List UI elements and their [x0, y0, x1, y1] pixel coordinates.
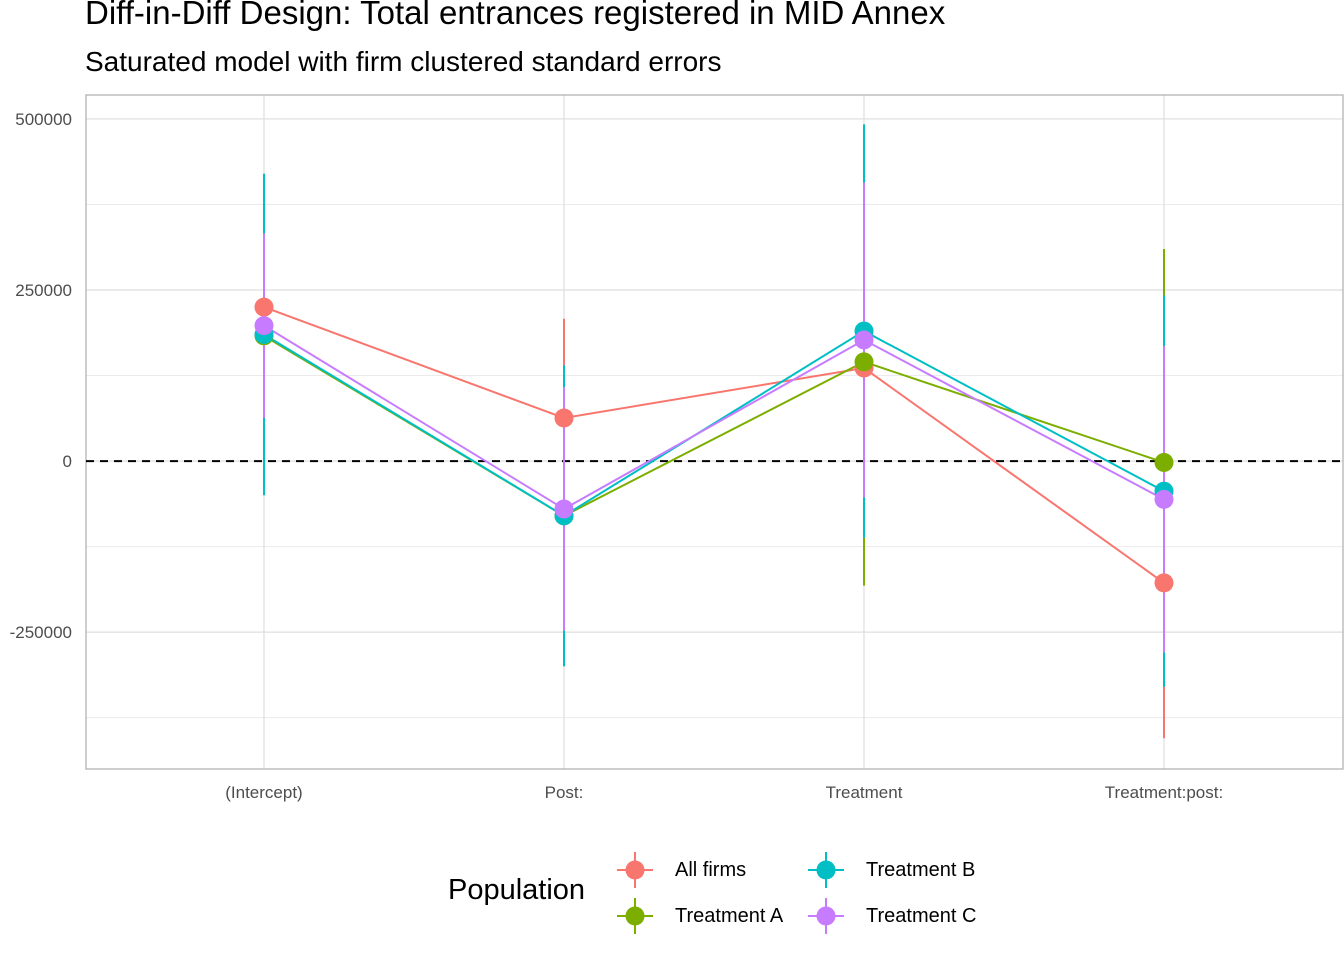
series-line-1	[263, 335, 1165, 517]
legend-item-0: All firms	[617, 852, 746, 888]
panel-border	[85, 94, 1344, 770]
x-tick-label: Treatment:post:	[1105, 783, 1223, 802]
legend-item-1: Treatment A	[617, 898, 783, 934]
x-tick-label: (Intercept)	[225, 783, 302, 802]
legend-item-2: Treatment B	[808, 852, 975, 888]
tick-labels: 500000 250000 0 -250000 (Intercept) Post: Trea…	[10, 110, 1224, 802]
data-point-0-3	[1154, 573, 1174, 593]
x-tick-label: Treatment	[826, 783, 903, 802]
data-points	[254, 297, 1174, 593]
axis-layer	[85, 94, 1344, 770]
legend-label-1: Treatment A	[675, 904, 784, 927]
series-line-3	[263, 324, 1165, 511]
legend-label-0: All firms	[675, 858, 747, 881]
chart-title: Diff-in-Diff Design: Total entrances reg…	[85, 0, 946, 31]
legend-symbol-1	[617, 898, 653, 934]
legend-point-0	[625, 860, 645, 880]
legend-symbol-2	[808, 852, 844, 888]
data-point-0-0	[254, 297, 274, 317]
series-lines	[263, 306, 1165, 584]
y-tick-label: 500000	[15, 110, 72, 129]
legend-key-1	[617, 898, 653, 934]
legend-key-0	[617, 852, 653, 888]
plot-canvas: 500000 250000 0 -250000 (Intercept) Post: Trea…	[10, 94, 1344, 802]
legend-point-1	[625, 906, 645, 926]
x-tick-label: Post:	[545, 783, 584, 802]
legend-symbol-0	[617, 852, 653, 888]
data-point-0-1	[554, 408, 574, 428]
legend-item-3: Treatment C	[808, 898, 976, 934]
data-point-3-0	[254, 316, 274, 336]
data-point-3-1	[554, 499, 574, 519]
legend-label-2: Treatment B	[866, 858, 976, 881]
y-tick-label: 250000	[15, 281, 72, 300]
legend-point-3	[816, 906, 836, 926]
y-tick-label: 0	[63, 452, 72, 471]
legend-point-2	[816, 860, 836, 880]
data-point-1-2	[854, 352, 874, 372]
legend-label-3: Treatment C	[866, 904, 977, 927]
data-point-1-3	[1154, 452, 1174, 472]
grid-layer	[86, 95, 1343, 769]
y-tick-label: -250000	[10, 623, 72, 642]
data-point-3-2	[854, 330, 874, 350]
legend-symbol-3	[808, 898, 844, 934]
data-point-3-3	[1154, 489, 1174, 509]
legend-key-3	[808, 898, 844, 934]
legend-key-2	[808, 852, 844, 888]
series-line-0	[263, 306, 1165, 584]
error-bars	[263, 124, 1165, 739]
legend-title: Population	[448, 874, 586, 906]
chart-subtitle: Saturated model with firm clustered stan…	[85, 46, 722, 77]
